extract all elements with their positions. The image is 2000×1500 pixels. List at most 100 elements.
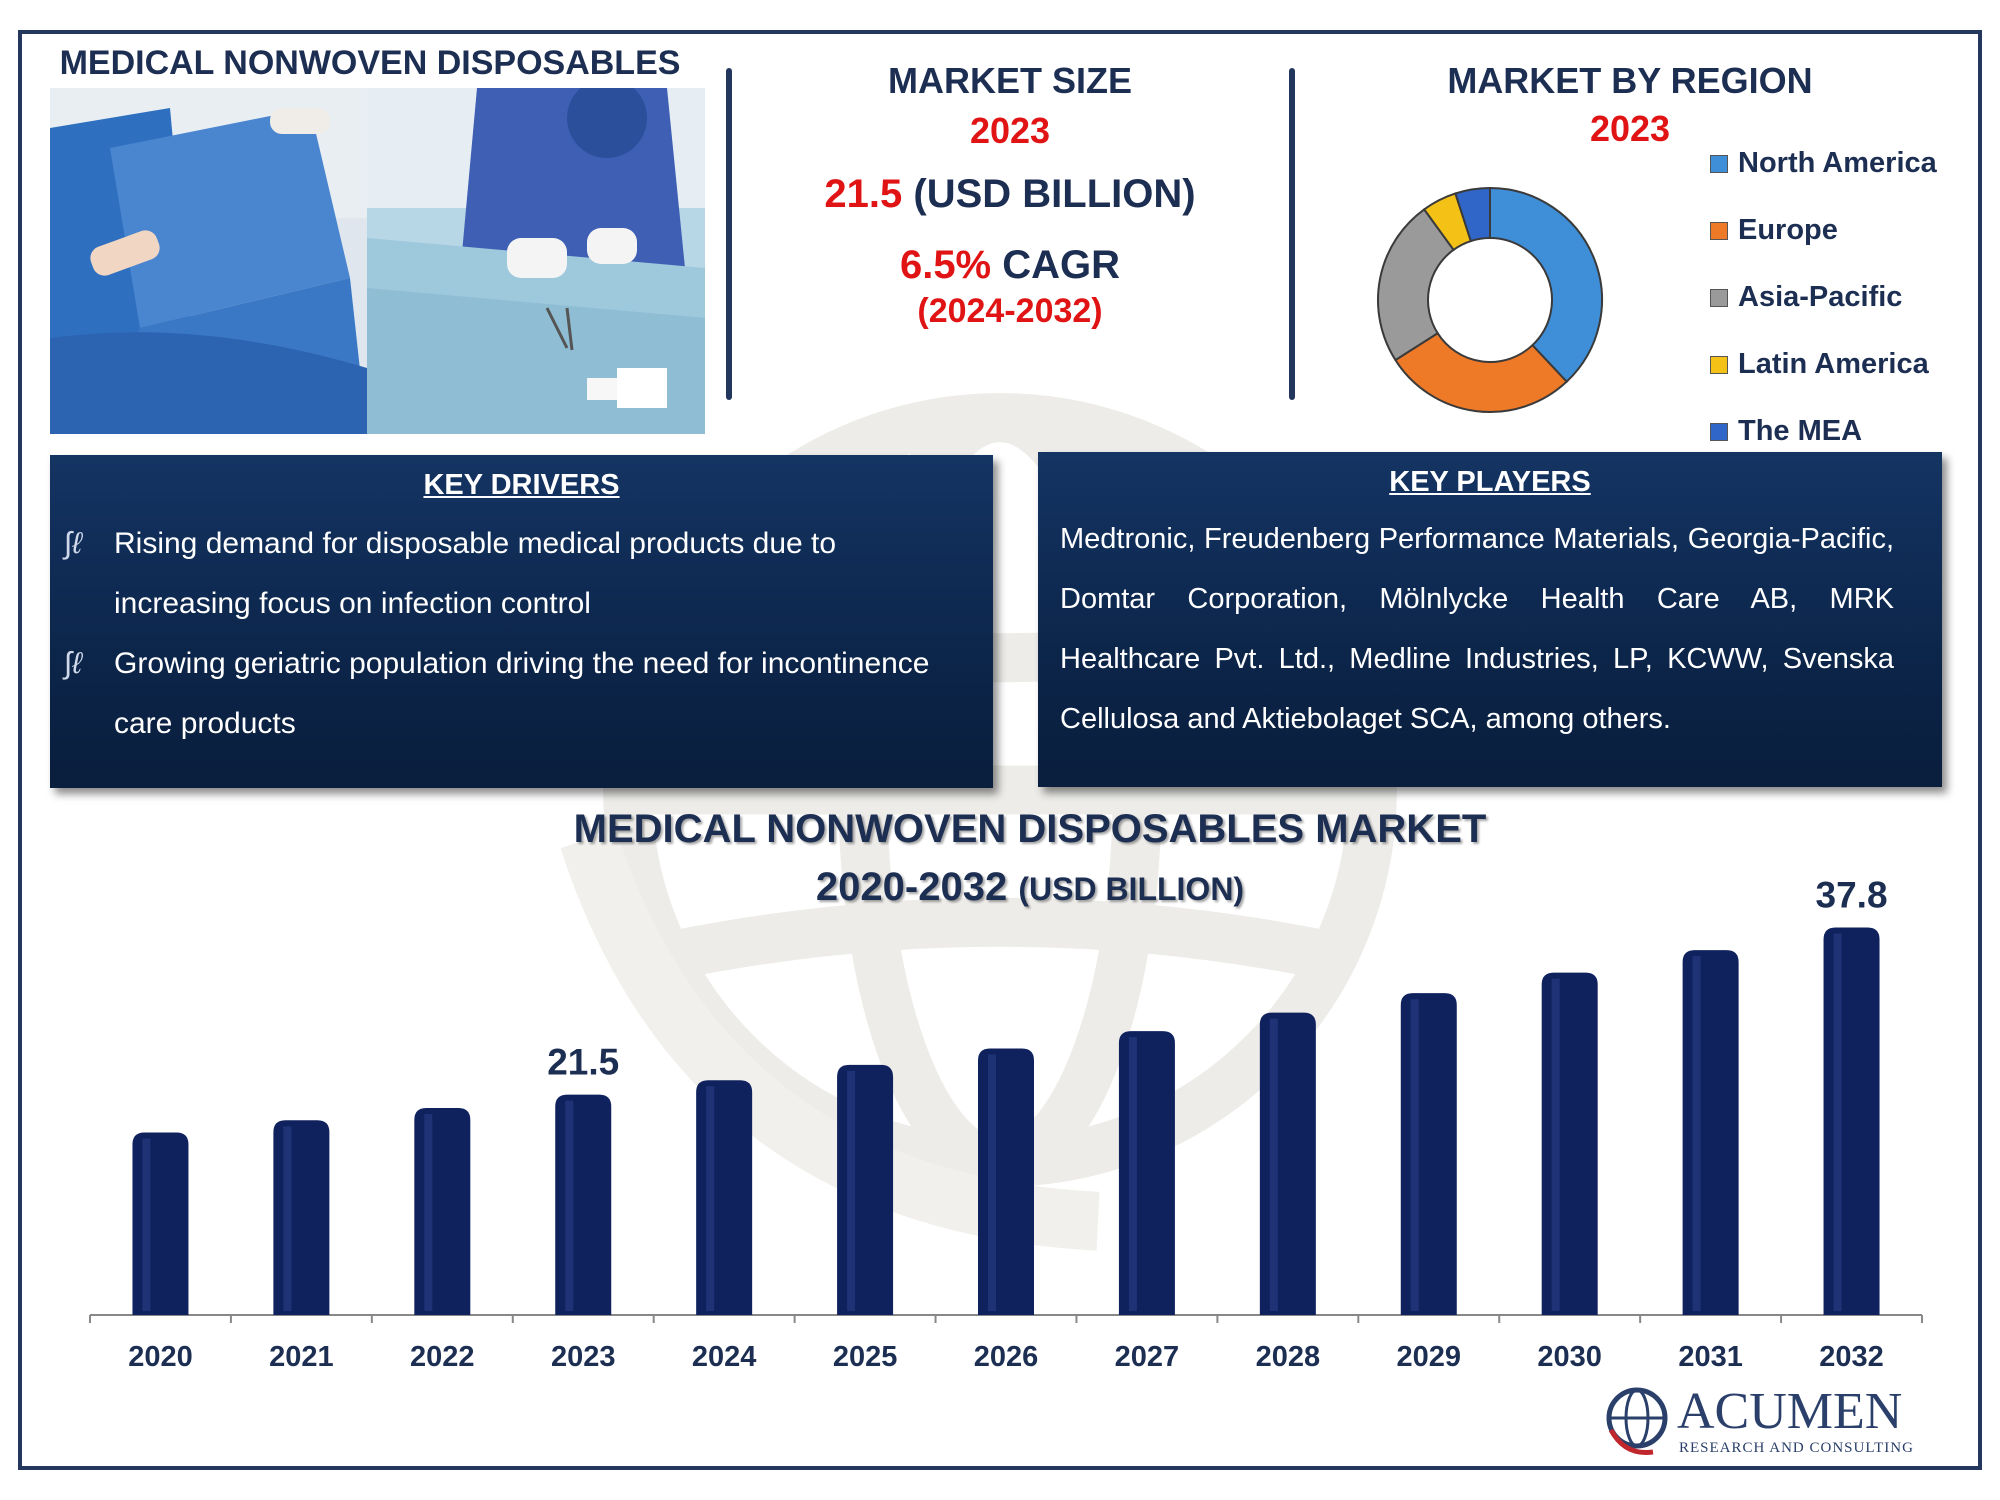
x-tick-label: 2032 — [1819, 1341, 1884, 1373]
key-players-title: KEY PLAYERS — [1389, 466, 1591, 498]
chart-title: MEDICAL NONWOVEN DISPOSABLES MARKET 2020… — [380, 800, 1680, 918]
market-bar-chart: 2020 2021 2022 2023 21.5 2024 2025 2026 2027 2028… — [89, 875, 1923, 1373]
data-label: 37.8 — [1816, 875, 1888, 916]
market-size-year: 2023 — [969, 110, 1051, 151]
region-year: 2023 — [1589, 108, 1671, 149]
driver-text: Growing geriatric population driving the… — [114, 647, 930, 680]
bullet-icon: ∫ℓ — [64, 647, 82, 680]
logo-tagline: RESEARCH AND CONSULTING — [1679, 1440, 1914, 1456]
key-drivers-title: KEY DRIVERS — [423, 469, 620, 501]
bar-2023 — [555, 1094, 612, 1315]
chart-title-line1: MEDICAL NONWOVEN DISPOSABLES MARKET — [573, 807, 1487, 851]
bar-highlight — [1692, 956, 1701, 1311]
bar-2022 — [414, 1107, 471, 1315]
bar-2027 — [1118, 1031, 1175, 1315]
bar-highlight — [565, 1100, 574, 1311]
chart-title-unit: (USD BILLION) — [1018, 871, 1245, 907]
data-label: 21.5 — [547, 1042, 619, 1083]
x-tick-label: 2021 — [269, 1341, 334, 1373]
donut-slice — [1377, 207, 1455, 362]
product-photos — [50, 88, 705, 434]
cagr-line: 6.5% CAGR — [740, 243, 1280, 288]
bar-2020 — [132, 1132, 189, 1315]
bar-highlight — [142, 1138, 151, 1311]
driver-text: care products — [114, 707, 296, 740]
market-size-value: 21.5 — [824, 172, 903, 216]
driver-item: ∫ℓ Rising demand for disposable medical … — [64, 514, 973, 634]
market-size-title: MARKET SIZE — [887, 60, 1132, 101]
divider-1 — [726, 68, 732, 400]
legend-label: Latin America — [1738, 348, 1929, 380]
x-tick-label: 2023 — [551, 1341, 616, 1373]
chart-title-line2: 2020-2032 (USD BILLION) — [380, 858, 1680, 918]
legend-label: North America — [1738, 147, 1937, 179]
bar-highlight — [1269, 1018, 1278, 1311]
legend-swatch — [1710, 355, 1728, 374]
region-legend: North America Europe Asia-Pacific Latin Ame… — [1710, 130, 1937, 465]
bar-highlight — [1410, 999, 1419, 1311]
bar-2025 — [837, 1064, 894, 1315]
legend-label: Europe — [1738, 214, 1838, 246]
bar-highlight — [847, 1070, 856, 1311]
key-players-text: Medtronic, Freudenberg Performance Mater… — [1060, 523, 1894, 735]
bar-highlight — [988, 1054, 996, 1311]
divider-2 — [1289, 68, 1295, 400]
bar-2028 — [1259, 1012, 1316, 1315]
donut-slice — [1394, 331, 1569, 413]
x-tick-label: 2028 — [1256, 1341, 1321, 1373]
x-tick-label: 2026 — [974, 1341, 1039, 1373]
bar-highlight — [1551, 978, 1560, 1311]
legend-swatch — [1710, 221, 1728, 240]
legend-label: The MEA — [1738, 415, 1863, 447]
bar-2029 — [1400, 993, 1457, 1315]
bar-highlight — [706, 1086, 715, 1311]
donut-slice — [1454, 186, 1491, 243]
market-size-value-line: 21.5 (USD BILLION) — [740, 172, 1280, 217]
x-tick-label: 2025 — [833, 1341, 898, 1373]
acumen-logo: ACUMEN RESEARCH AND CONSULTING — [1606, 1383, 1914, 1456]
bullet-icon: ∫ℓ — [64, 527, 82, 560]
legend-swatch — [1710, 422, 1728, 441]
bar-2030 — [1541, 972, 1598, 1315]
legend-swatch — [1710, 154, 1728, 173]
legend-item: Latin America — [1710, 331, 1937, 398]
key-players-panel: KEY PLAYERS Medtronic, Freudenberg Perfo… — [1038, 452, 1942, 787]
legend-item: Asia-Pacific — [1710, 264, 1937, 331]
photo-surgery-team — [367, 88, 705, 434]
key-drivers-panel: KEY DRIVERS ∫ℓ Rising demand for disposa… — [50, 455, 993, 788]
region-donut-chart — [1377, 186, 1603, 413]
donut-slice — [1489, 186, 1603, 384]
x-tick-label: 2029 — [1397, 1341, 1462, 1373]
cagr-period: (2024-2032) — [917, 292, 1103, 330]
bar-highlight — [283, 1126, 292, 1311]
driver-text: increasing focus on infection control — [114, 587, 591, 620]
legend-swatch — [1710, 288, 1728, 307]
logo-name: ACUMEN — [1677, 1383, 1902, 1440]
bar-highlight — [424, 1113, 433, 1311]
cagr-label: CAGR — [1002, 243, 1121, 287]
market-size-unit: (USD BILLION) — [913, 172, 1196, 216]
legend-item: North America — [1710, 130, 1937, 197]
region-title: MARKET BY REGION — [1447, 60, 1813, 101]
market-size-block: MARKET SIZE 2023 21.5 (USD BILLION) 6.5%… — [740, 60, 1280, 331]
legend-item: Europe — [1710, 197, 1937, 264]
cagr-value: 6.5% — [899, 243, 992, 287]
chart-title-period: 2020-2032 — [815, 865, 1008, 909]
x-tick-label: 2020 — [128, 1341, 193, 1373]
x-tick-label: 2031 — [1678, 1341, 1743, 1373]
bar-2031 — [1682, 950, 1739, 1315]
legend-label: Asia-Pacific — [1738, 281, 1903, 313]
x-tick-label: 2024 — [692, 1341, 757, 1373]
product-title: MEDICAL NONWOVEN DISPOSABLES — [59, 44, 681, 82]
legend-item: The MEA — [1710, 398, 1937, 465]
bar-highlight — [1128, 1037, 1137, 1311]
bar-2032 — [1823, 927, 1880, 1315]
x-tick-label: 2027 — [1115, 1341, 1180, 1373]
outer-frame — [18, 30, 1982, 1470]
x-tick-label: 2022 — [410, 1341, 475, 1373]
driver-text: Rising demand for disposable medical pro… — [114, 527, 837, 560]
driver-item: ∫ℓ Growing geriatric population driving … — [64, 634, 973, 754]
bar-highlight — [1833, 933, 1842, 1311]
x-tick-label: 2030 — [1537, 1341, 1602, 1373]
bar-2024 — [696, 1080, 753, 1315]
